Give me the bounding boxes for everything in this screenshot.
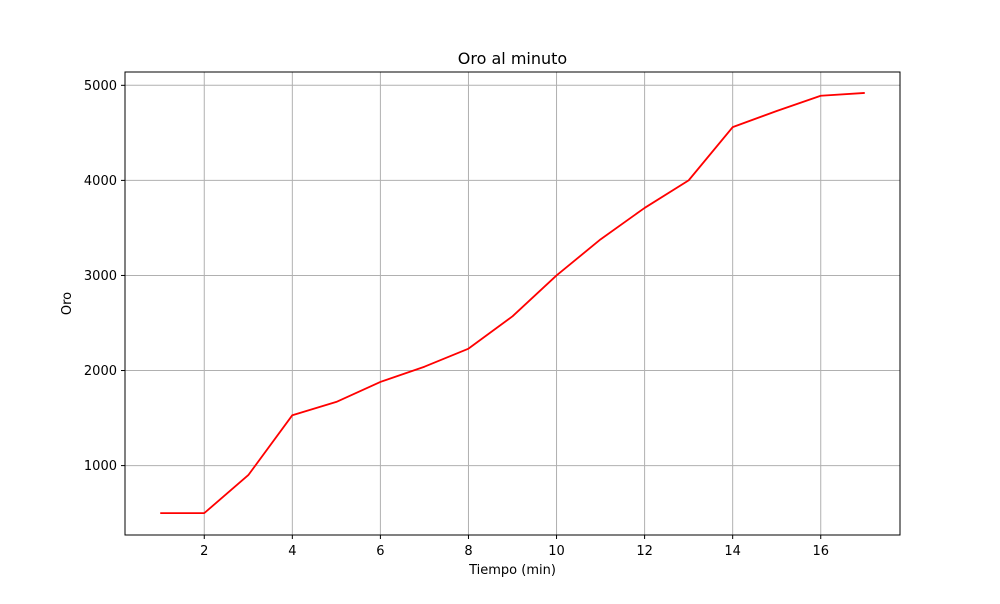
x-tick-label: 16	[812, 544, 829, 559]
y-tick-label: 4000	[84, 174, 117, 189]
y-axis-ticks: 1000 2000 3000 4000 5000	[84, 79, 125, 474]
grid-layer	[125, 72, 900, 535]
x-axis-ticks: 2 4 6 8 10 12 14 16	[200, 535, 829, 559]
y-tick-label: 1000	[84, 459, 117, 474]
series-line	[160, 92, 865, 515]
x-tick-label: 10	[548, 544, 565, 559]
x-tick-label: 6	[376, 544, 384, 559]
x-tick-label: 12	[636, 544, 653, 559]
y-tick-label: 2000	[84, 364, 117, 379]
x-tick-label: 14	[724, 544, 741, 559]
chart-title: Oro al minuto	[458, 49, 567, 68]
plot-frame	[124, 71, 901, 536]
series-layer	[160, 92, 865, 515]
x-tick-label: 4	[288, 544, 296, 559]
x-axis-label: Tiempo (min)	[468, 563, 556, 578]
y-axis-label: Oro	[60, 292, 75, 315]
x-tick-label: 8	[464, 544, 472, 559]
y-tick-label: 5000	[84, 79, 117, 94]
x-tick-label: 2	[200, 544, 208, 559]
y-tick-label: 3000	[84, 269, 117, 284]
